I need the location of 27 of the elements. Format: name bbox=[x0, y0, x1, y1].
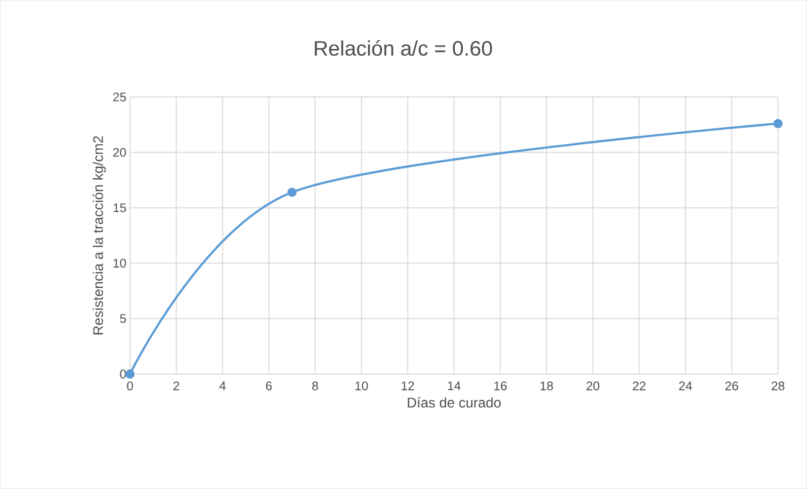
x-tick-label: 10 bbox=[355, 382, 368, 390]
y-tick-label: 15 bbox=[114, 203, 126, 212]
point bbox=[125, 369, 135, 379]
x-tick-label: 0 bbox=[127, 382, 133, 390]
x-tick-label: 4 bbox=[219, 382, 226, 390]
y-tick-label: 5 bbox=[120, 314, 126, 323]
x-tick-label: 20 bbox=[586, 382, 600, 390]
x-tick-label: 2 bbox=[173, 382, 180, 390]
point bbox=[287, 188, 297, 197]
x-tick-label: 26 bbox=[725, 382, 738, 390]
x-tick-label: 22 bbox=[632, 382, 646, 390]
x-tick-label: 14 bbox=[448, 382, 461, 390]
y-tick-label: 10 bbox=[114, 258, 126, 268]
x-tick-label: 24 bbox=[679, 382, 692, 390]
x-tick-label: 6 bbox=[266, 382, 272, 390]
point bbox=[773, 118, 783, 128]
chart-title: Relación a/c = 0.60 bbox=[314, 40, 492, 56]
x-tick-label: 18 bbox=[540, 382, 553, 390]
x-tick-label: 12 bbox=[402, 382, 414, 390]
x-tick-label: 16 bbox=[494, 382, 507, 390]
x-tick-label: 28 bbox=[772, 382, 784, 390]
x-axis-title: Días de curado bbox=[408, 397, 501, 408]
y-tick-label: 25 bbox=[113, 92, 126, 102]
y-tick-label: 0 bbox=[120, 370, 126, 378]
y-axis-title: Resistencia a la tracción kg/cm2 bbox=[92, 136, 106, 334]
x-tick-label: 8 bbox=[312, 382, 318, 390]
y-tick-label: 20 bbox=[113, 148, 126, 157]
